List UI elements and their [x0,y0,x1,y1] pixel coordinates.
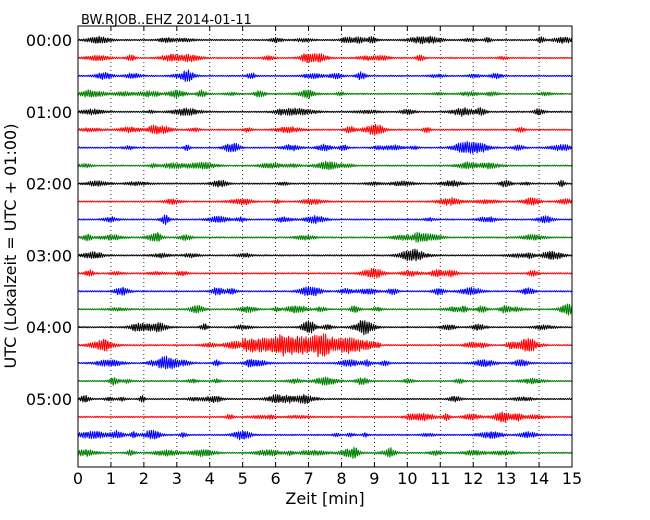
x-tick-label: 12 [463,469,483,488]
trace-row-23 [77,446,573,459]
y-tick-label: 04:00 [26,318,72,337]
trace-row-22 [77,429,573,441]
trace-row-19 [77,376,573,386]
trace-row-12 [77,248,573,262]
trace-row-13 [77,267,573,279]
x-tick-label: 13 [496,469,516,488]
x-axis-ticks: 0 1 2 3 4 5 6 7 8 9 10 11 12 13 14 15 [73,26,582,488]
trace-row-7 [77,160,573,171]
x-tick-label: 14 [529,469,549,488]
x-tick-label: 1 [106,469,116,488]
trace-row-6 [77,140,573,154]
x-tick-label: 15 [562,469,582,488]
trace-row-14 [77,286,573,297]
trace-row-17 [77,333,573,358]
trace-row-4 [77,107,573,117]
trace-row-1 [77,53,573,64]
x-tick-label: 7 [303,469,313,488]
x-tick-label: 6 [271,469,281,488]
x-tick-label: 4 [205,469,215,488]
trace-row-16 [77,320,573,336]
y-axis-label: UTC (Lokalzeit = UTC + 01:00) [1,124,20,369]
vertical-gridlines [110,26,540,467]
trace-row-21 [77,411,573,423]
plot-frame [77,25,573,468]
trace-row-20 [77,393,573,405]
x-tick-label: 11 [430,469,450,488]
x-axis-label: Zeit [min] [285,489,364,508]
chart-title: BW.RJOB..EHZ 2014-01-11 [81,13,252,28]
x-tick-label: 0 [73,469,83,488]
y-tick-label: 03:00 [26,246,72,265]
x-tick-label: 3 [172,469,182,488]
y-tick-label: 02:00 [26,175,72,194]
trace-row-8 [77,179,573,188]
trace-row-18 [77,355,573,370]
trace-row-9 [77,197,573,206]
x-tick-label: 5 [238,469,248,488]
x-tick-label: 8 [336,469,346,488]
seismogram-traces [77,35,573,459]
y-tick-label: 01:00 [26,103,72,122]
trace-row-0 [77,35,573,45]
trace-row-11 [77,231,573,243]
x-tick-label: 9 [369,469,379,488]
y-tick-label: 00:00 [26,31,72,50]
x-tick-label: 2 [139,469,149,488]
x-tick-label: 10 [397,469,417,488]
y-axis-ticks: 00:00 01:00 02:00 03:00 04:00 05:00 [26,31,83,409]
trace-row-5 [77,123,573,136]
trace-row-10 [77,214,573,225]
y-tick-label: 05:00 [26,390,72,409]
trace-row-3 [77,89,573,99]
trace-row-15 [77,303,573,316]
trace-row-2 [77,69,573,83]
